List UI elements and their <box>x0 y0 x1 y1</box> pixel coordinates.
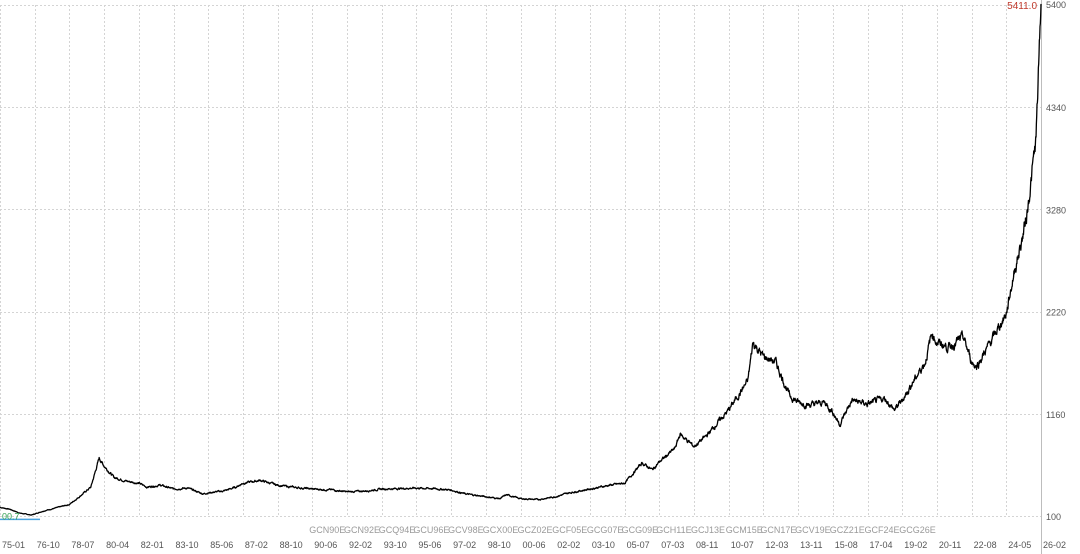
x-tick-label: 82-01 <box>141 540 164 550</box>
x-tick-label: 83-10 <box>176 540 199 550</box>
x-tick-label: 03-10 <box>592 540 615 550</box>
y-tick-label: 4340 <box>1046 103 1066 113</box>
x-tick-label: 26-02 <box>1043 540 1066 550</box>
x-tick-label: 24-05 <box>1008 540 1031 550</box>
x-tick-label: 97-02 <box>453 540 476 550</box>
contract-label: GCV19E <box>795 525 831 535</box>
first-value-label: 00.7 <box>2 511 20 521</box>
contract-label: GCH11E <box>656 525 691 535</box>
x-tick-label: 15-08 <box>835 540 858 550</box>
x-tick-label: 17-04 <box>870 540 893 550</box>
x-tick-label: 93-10 <box>384 540 407 550</box>
y-tick-label: 1160 <box>1046 410 1065 420</box>
x-tick-label: 19-02 <box>904 540 927 550</box>
x-tick-label: 08-11 <box>696 540 718 550</box>
x-tick-label: 95-06 <box>418 540 441 550</box>
contract-label: GCG26E <box>899 525 936 535</box>
contract-label: GCQ94E <box>379 525 416 535</box>
x-tick-label: 80-04 <box>106 540 129 550</box>
x-tick-label: 20-11 <box>939 540 961 550</box>
contract-label: GCN90E <box>309 525 345 535</box>
chart-grid <box>0 0 1042 554</box>
x-tick-label: 12-03 <box>765 540 788 550</box>
contract-label: GCN17E <box>760 525 796 535</box>
contract-label: GCF05E <box>552 525 587 535</box>
last-value-label: 5411.0 <box>1007 1 1037 12</box>
price-series <box>0 3 1042 516</box>
x-tick-label: 88-10 <box>280 540 303 550</box>
contract-label: GCX00E <box>483 525 519 535</box>
contract-label: GCU96E <box>413 525 449 535</box>
x-tick-label: 98-10 <box>488 540 511 550</box>
contract-label: GCM15E <box>726 525 763 535</box>
x-tick-label: 13-11 <box>800 540 822 550</box>
y-axis: 100 1160 2220 3280 4340 5400 <box>1046 0 1066 522</box>
contract-label: GCG09E <box>622 525 659 535</box>
x-tick-label: 05-07 <box>627 540 650 550</box>
price-line <box>0 3 1042 516</box>
x-tick-label: 07-03 <box>661 540 684 550</box>
y-tick-label: 2220 <box>1046 308 1066 318</box>
y-tick-label: 3280 <box>1046 205 1066 215</box>
x-tick-label: 92-02 <box>349 540 372 550</box>
x-tick-label: 76-10 <box>37 540 60 550</box>
x-tick-label: 78-07 <box>71 540 94 550</box>
contract-label: GCV98E <box>448 525 484 535</box>
contract-label: GCF24E <box>865 525 900 535</box>
x-tick-label: 90-06 <box>314 540 337 550</box>
contract-label: GCG07E <box>587 525 624 535</box>
x-tick-label: 10-07 <box>731 540 754 550</box>
x-tick-label: 75-01 <box>2 540 25 550</box>
contract-label: GCZ21E <box>830 525 865 535</box>
x-tick-label: 22-08 <box>974 540 997 550</box>
x-tick-label: 85-06 <box>210 540 233 550</box>
contract-label: GCN92E <box>344 525 380 535</box>
contract-label: GCZ02E <box>518 525 553 535</box>
y-tick-label: 5400 <box>1046 0 1066 10</box>
x-tick-label: 00-06 <box>523 540 546 550</box>
x-tick-label: 02-02 <box>557 540 580 550</box>
contract-label: GCJ13E <box>691 525 725 535</box>
x-axis: 75-01 76-10 78-07 80-04 82-01 83-10 85-06 87-02… <box>2 540 1066 550</box>
x-tick-label: 87-02 <box>245 540 268 550</box>
y-tick-label: 100 <box>1046 512 1061 522</box>
value-markers: 5411.0 00.7 <box>0 1 1037 521</box>
